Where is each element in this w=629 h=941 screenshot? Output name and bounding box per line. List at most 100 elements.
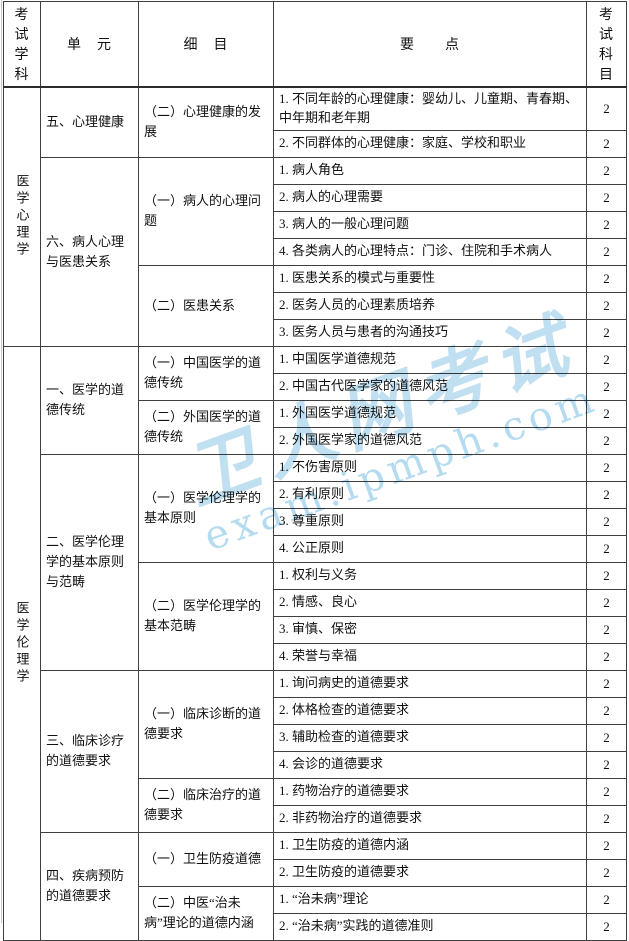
score-cell: 2 [586, 210, 627, 239]
point-cell: 1. 病人角色 [273, 156, 587, 185]
point-cell: 1. 中国医学道德规范 [273, 345, 587, 374]
syllabus-table: 考试 学科 单 元 细 目 要 点 考试 科目 医学心理学 五、心理健康 （二）心理… [3, 1, 627, 941]
table-row: 2. 病人的心理需要 2 [4, 183, 627, 212]
point-cell: 2. 中国古代医学家的道德风范 [273, 372, 587, 401]
point-cell: 4. 各类病人的心理特点：门诊、住院和手术病人 [273, 237, 587, 266]
table-row: 医学心理学 五、心理健康 （二）心理健康的发展 1. 不同年龄的心理健康：婴幼儿、儿童… [3, 86, 627, 347]
score-cell: 2 [586, 507, 627, 536]
header-score: 考试 科目 [586, 1, 627, 88]
point-cell: 2. 外国医学家的道德风范 [273, 426, 587, 455]
item-cell: （二）外国医学的道德传统 [138, 399, 274, 455]
table-row: 2. 中国古代医学家的道德风范 2 [4, 372, 627, 401]
point-cell: 3. 病人的一般心理问题 [273, 210, 587, 239]
table-row: 2. 体格检查的道德要求 2 [4, 696, 627, 725]
header-unit: 单 元 [40, 1, 139, 88]
score-cell: 2 [586, 480, 627, 509]
unit-cell: 二、医学伦理学的基本原则与范畴 [40, 453, 139, 671]
score-cell: 2 [586, 777, 627, 806]
score-cell: 2 [586, 426, 627, 455]
item-cell: （一）中国医学的道德传统 [138, 345, 274, 401]
score-cell: 2 [586, 399, 627, 428]
item-cell: （二）临床治疗的道德要求 [138, 777, 274, 833]
point-cell: 2. 体格检查的道德要求 [273, 696, 587, 725]
table-header: 考试 学科 单 元 细 目 要 点 考试 科目 [3, 1, 627, 88]
page-edge-line [1, 0, 2, 923]
point-cell: 2. 不同群体的心理健康：家庭、学校和职业 [273, 129, 587, 158]
score-cell: 2 [586, 615, 627, 644]
point-cell: 4. 荣誉与幸福 [273, 642, 587, 671]
subject-cell: 医学伦理学 [3, 345, 41, 941]
point-cell: 2. 卫生防疫的道德要求 [273, 858, 587, 887]
point-cell: 2. 有利原则 [273, 480, 587, 509]
header-subject: 考试 学科 [3, 1, 41, 88]
score-cell: 2 [586, 588, 627, 617]
point-cell: 2. 医务人员的心理素质培养 [273, 291, 587, 320]
point-cell: 2. 情感、良心 [273, 588, 587, 617]
score-cell: 2 [586, 642, 627, 671]
item-cell: （二）中医“治未病”理论的道德内涵 [138, 885, 274, 941]
point-cell: 1. 询问病史的道德要求 [273, 669, 587, 698]
score-cell: 2 [586, 372, 627, 401]
score-cell: 2 [586, 831, 627, 860]
score-cell: 2 [586, 318, 627, 347]
item-cell: （二）医学伦理学的基本范畴 [138, 561, 274, 671]
table-row: 4. 会诊的道德要求 2 [4, 750, 627, 779]
unit-cell: 五、心理健康 [40, 86, 139, 158]
subject-cell: 医学心理学 [3, 86, 41, 347]
point-cell: 1. 权利与义务 [273, 561, 587, 590]
table-row: 六、病人心理与医患关系 （一）病人的心理问题 1. 病人角色 2 [4, 156, 627, 347]
score-cell: 2 [586, 453, 627, 482]
score-cell: 2 [586, 858, 627, 887]
header-points: 要 点 [273, 1, 587, 88]
item-cell: （二）医患关系 [138, 264, 274, 347]
table-row: 2. 不同群体的心理健康：家庭、学校和职业 2 [4, 129, 627, 158]
point-cell: 2. 非药物治疗的道德要求 [273, 804, 587, 833]
score-cell: 2 [586, 696, 627, 725]
unit-cell: 三、临床诊疗的道德要求 [40, 669, 139, 833]
table-row: （二）外国医学的道德传统 1. 外国医学道德规范 2 [4, 399, 627, 455]
score-cell: 2 [586, 86, 627, 131]
item-cell: （一）病人的心理问题 [138, 156, 274, 266]
point-cell: 1. 外国医学道德规范 [273, 399, 587, 428]
point-cell: 1. 药物治疗的道德要求 [273, 777, 587, 806]
table-row: （二）医学伦理学的基本范畴 1. 权利与义务 2 [4, 561, 627, 671]
table-row: 医学伦理学 一、医学的道德传统 （一）中国医学的道德传统 1. 中国医学道德规范 2 [3, 345, 627, 941]
table-row: 3. 医务人员与患者的沟通技巧 2 [4, 318, 627, 347]
item-cell: （一）临床诊断的道德要求 [138, 669, 274, 779]
table-row: 四、疾病预防的道德要求 （一）卫生防疫道德 1. 卫生防疫的道德内涵 2 [4, 831, 627, 941]
score-cell: 2 [586, 264, 627, 293]
point-cell: 1. “治未病”理论 [273, 885, 587, 914]
table-row: （二）临床治疗的道德要求 1. 药物治疗的道德要求 2 [4, 777, 627, 833]
score-cell: 2 [586, 912, 627, 941]
item-cell: （一）卫生防疫道德 [138, 831, 274, 887]
score-cell: 2 [586, 183, 627, 212]
point-cell: 1. 不同年龄的心理健康：婴幼儿、儿童期、青春期、中年期和老年期 [273, 86, 587, 131]
unit-cell: 一、医学的道德传统 [40, 345, 139, 455]
table-row: 4. 荣誉与幸福 2 [4, 642, 627, 671]
table-row: 2. 卫生防疫的道德要求 2 [4, 858, 627, 887]
score-cell: 2 [586, 885, 627, 914]
score-cell: 2 [586, 345, 627, 374]
point-cell: 2. “治未病”实践的道德准则 [273, 912, 587, 941]
header-item: 细 目 [138, 1, 274, 88]
point-cell: 4. 会诊的道德要求 [273, 750, 587, 779]
score-cell: 2 [586, 291, 627, 320]
table-row: 2. 外国医学家的道德风范 2 [4, 426, 627, 455]
table-row: （二）医患关系 1. 医患关系的模式与重要性 2 [4, 264, 627, 347]
point-cell: 4. 公正原则 [273, 534, 587, 563]
item-cell: （二）心理健康的发展 [138, 86, 274, 158]
score-cell: 2 [586, 534, 627, 563]
score-cell: 2 [586, 804, 627, 833]
table-row: 三、临床诊疗的道德要求 （一）临床诊断的道德要求 1. 询问病史的道德要求 2 [4, 669, 627, 833]
score-cell: 2 [586, 129, 627, 158]
point-cell: 1. 卫生防疫的道德内涵 [273, 831, 587, 860]
point-cell: 3. 辅助检查的道德要求 [273, 723, 587, 752]
item-cell: （一）医学伦理学的基本原则 [138, 453, 274, 563]
point-cell: 1. 不伤害原则 [273, 453, 587, 482]
point-cell: 3. 医务人员与患者的沟通技巧 [273, 318, 587, 347]
table-body: 医学心理学 五、心理健康 （二）心理健康的发展 1. 不同年龄的心理健康：婴幼儿、儿童… [3, 86, 627, 941]
point-cell: 2. 病人的心理需要 [273, 183, 587, 212]
table-row: 二、医学伦理学的基本原则与范畴 （一）医学伦理学的基本原则 1. 不伤害原则 2 [4, 453, 627, 671]
score-cell: 2 [586, 237, 627, 266]
